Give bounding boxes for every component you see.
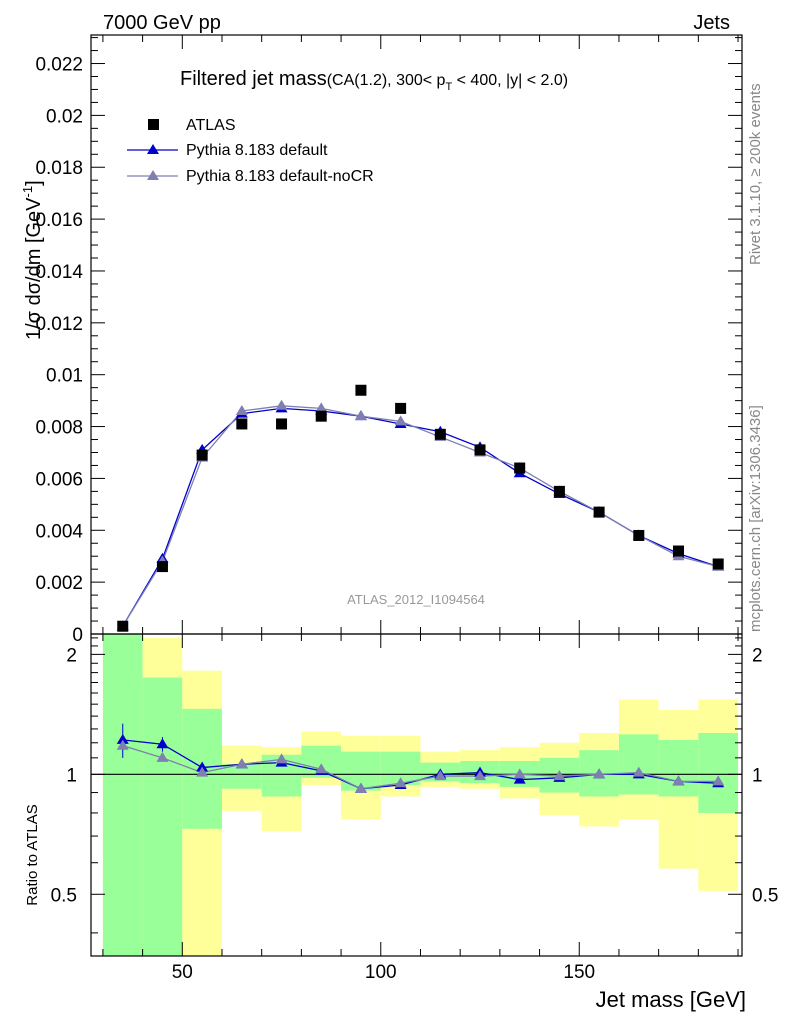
y-tick-label: 0.022 xyxy=(35,55,83,76)
legend-marker-default xyxy=(147,144,159,154)
atlas-point xyxy=(474,444,486,456)
atlas-point xyxy=(196,449,208,461)
band-inner-bin xyxy=(658,739,699,797)
nocr-ratio-point xyxy=(593,768,606,779)
nocr-ratio-point xyxy=(632,766,645,777)
nocr-ratio-point xyxy=(116,739,129,750)
nocr-ratio-point xyxy=(354,782,367,793)
ratio-tick-label-right: 0.5 xyxy=(752,885,778,906)
y-axis-label: 1/σ dσ/dm [GeV-1] xyxy=(20,180,45,340)
atlas-point xyxy=(633,529,645,541)
x-tick-label: 50 xyxy=(172,962,193,983)
atlas-point xyxy=(117,620,129,632)
y-tick-label: 0.02 xyxy=(46,106,83,127)
nocr-ratio-point xyxy=(196,766,209,777)
atlas-point xyxy=(156,561,168,573)
legend-label-atlas: ATLAS xyxy=(186,117,236,134)
nocr-ratio-line xyxy=(122,745,719,790)
atlas-point xyxy=(553,485,565,497)
nocr-ratio-point xyxy=(712,775,725,786)
analysis-id: ATLAS_2012_I1094564 xyxy=(347,592,485,607)
y-tick-label: 0.014 xyxy=(35,262,83,283)
nocr-ratio-point xyxy=(275,753,288,764)
atlas-point xyxy=(395,402,407,414)
ratio-tick-label: 0.5 xyxy=(51,885,77,906)
ratio-frame xyxy=(90,633,743,957)
nocr-ratio-point xyxy=(513,768,526,779)
default-ratio-point xyxy=(116,733,129,744)
y-tick-label: 0.012 xyxy=(35,314,83,335)
nocr-point xyxy=(315,402,328,413)
nocr-ratio-point xyxy=(474,770,487,781)
nocr-point xyxy=(275,399,288,410)
x-tick-label: 100 xyxy=(365,962,397,983)
nocr-point xyxy=(394,415,407,426)
nocr-ratio-point xyxy=(315,763,328,774)
nocr-point xyxy=(354,410,367,421)
default-ratio-point xyxy=(513,773,526,784)
y-tick-label: 0 xyxy=(72,625,83,646)
nocr-point xyxy=(235,404,248,415)
mcplots-label: mcplots.cern.ch [arXiv:1306.3436] xyxy=(747,405,764,632)
atlas-point xyxy=(672,545,684,557)
y-tick-label: 0.002 xyxy=(35,573,83,594)
legend-marker-nocr xyxy=(147,170,159,180)
atlas-point xyxy=(276,418,288,430)
y-tick-label: 0.004 xyxy=(35,521,83,542)
y-tick-label: 0.006 xyxy=(35,469,83,490)
y-tick-label: 0.008 xyxy=(35,418,83,439)
rivet-label: Rivet 3.1.10, ≥ 200k events xyxy=(747,83,764,265)
nocr-ratio-point xyxy=(434,770,447,781)
legend: ATLAS Pythia 8.183 default Pythia 8.183 … xyxy=(127,117,374,185)
legend-marker-atlas xyxy=(148,119,159,130)
y-tick-label: 0.018 xyxy=(35,158,83,179)
plot-title: Filtered jet mass(CA(1.2), 300< pT < 400… xyxy=(180,68,568,93)
default-ratio-point xyxy=(156,738,169,749)
nocr-ratio-point xyxy=(156,751,169,762)
nocr-ratio-point xyxy=(672,775,685,786)
energy-label: 7000 GeV pp xyxy=(103,12,221,34)
nocr-line xyxy=(122,405,719,627)
atlas-point xyxy=(593,506,605,518)
y-tick-label: 0.016 xyxy=(35,210,83,231)
band-inner-bin xyxy=(221,764,262,789)
atlas-point xyxy=(514,462,526,474)
y-tick-label: 0.01 xyxy=(46,366,83,387)
atlas-point xyxy=(434,428,446,440)
ratio-bands xyxy=(102,634,739,956)
nocr-ratio-point xyxy=(553,770,566,781)
legend-label-default: Pythia 8.183 default xyxy=(186,142,328,159)
ratio-y-axis-label: Ratio to ATLAS xyxy=(24,804,41,905)
atlas-point xyxy=(315,410,327,422)
nocr-ratio-point xyxy=(235,758,248,769)
upper-panel-series xyxy=(116,384,725,632)
legend-label-nocr: Pythia 8.183 default-noCR xyxy=(186,168,374,185)
band-inner-bin xyxy=(142,677,183,956)
jets-label: Jets xyxy=(693,12,730,34)
axes: 0 0.002 0.004 0.006 0.008 0.01 0.012 0.014 0.016… xyxy=(35,34,778,983)
ratio-panel-series xyxy=(91,723,742,793)
default-ratio-point xyxy=(196,761,209,772)
x-axis-label: Jet mass [GeV] xyxy=(596,987,746,1012)
ratio-tick-label-right: 1 xyxy=(752,765,763,786)
atlas-point xyxy=(236,418,248,430)
ratio-tick-label-right: 2 xyxy=(752,645,763,666)
ratio-tick-label: 1 xyxy=(66,765,77,786)
nocr-ratio-point xyxy=(394,777,407,788)
ratio-tick-label: 2 xyxy=(66,645,77,666)
band-inner-bin xyxy=(102,634,143,956)
band-inner-bin xyxy=(698,732,739,813)
atlas-point xyxy=(712,558,724,570)
atlas-point xyxy=(355,384,367,396)
x-tick-label: 150 xyxy=(563,962,595,983)
band-inner-bin xyxy=(618,734,659,795)
